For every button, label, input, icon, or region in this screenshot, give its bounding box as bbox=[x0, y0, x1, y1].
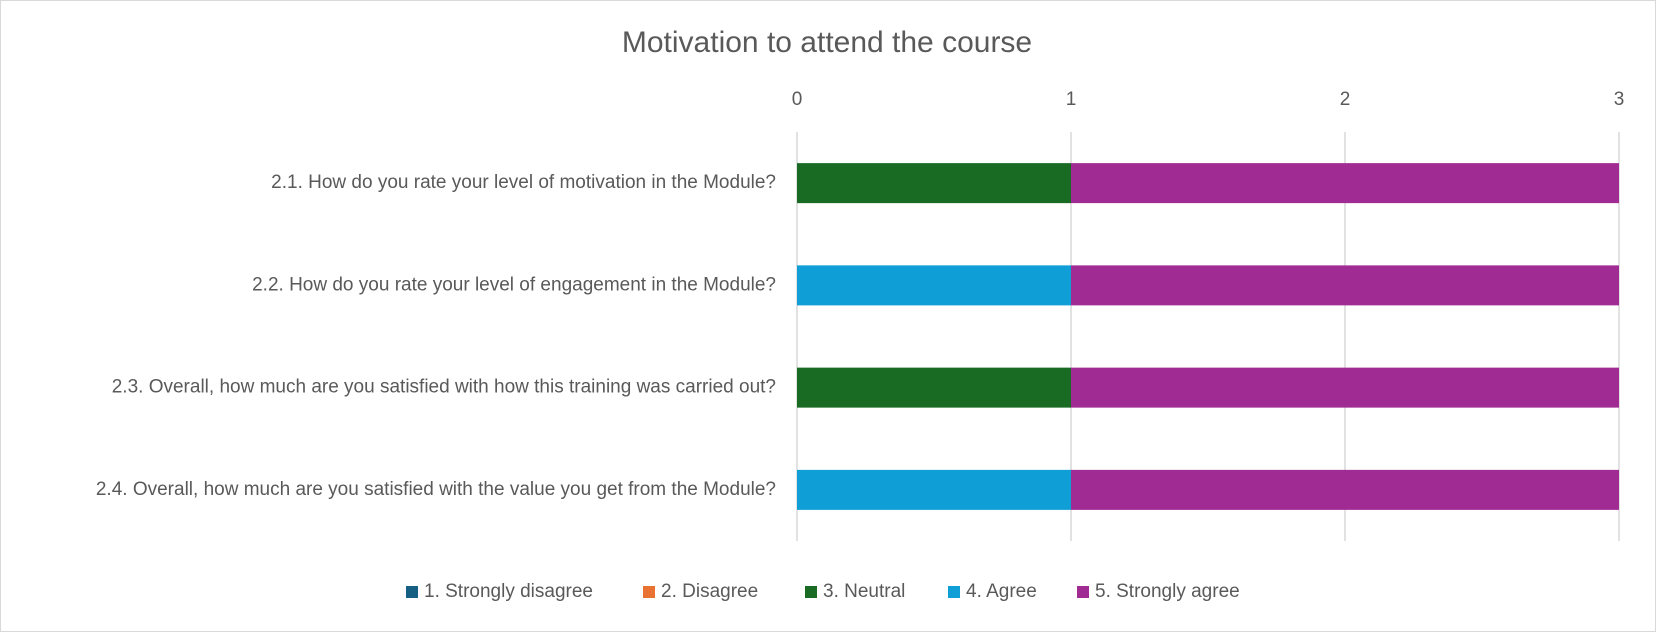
bar-segment bbox=[1071, 265, 1619, 306]
legend-marker bbox=[643, 586, 655, 598]
category-label: 2.4. Overall, how much are you satisfied… bbox=[96, 479, 776, 500]
category-label: 2.2. How do you rate your level of engag… bbox=[252, 274, 776, 295]
legend-marker bbox=[948, 586, 960, 598]
bar-segment bbox=[797, 469, 1071, 510]
x-tick-label: 0 bbox=[792, 89, 803, 110]
category-label: 2.1. How do you rate your level of motiv… bbox=[271, 172, 776, 193]
bar-segment bbox=[1071, 367, 1619, 408]
legend-marker bbox=[406, 586, 418, 598]
bar-segment bbox=[1071, 469, 1619, 510]
x-tick-label: 1 bbox=[1066, 89, 1077, 110]
chart-title: Motivation to attend the course bbox=[622, 26, 1032, 59]
x-tick-label: 3 bbox=[1614, 89, 1625, 110]
bar-segment bbox=[797, 265, 1071, 306]
legend-label: 1. Strongly disagree bbox=[424, 581, 593, 602]
legend-marker bbox=[805, 586, 817, 598]
legend-label: 3. Neutral bbox=[823, 581, 905, 602]
bar-segment bbox=[1071, 163, 1619, 204]
x-tick-label: 2 bbox=[1340, 89, 1351, 110]
legend-label: 5. Strongly agree bbox=[1095, 581, 1240, 602]
bar-segment bbox=[797, 163, 1071, 204]
category-label: 2.3. Overall, how much are you satisfied… bbox=[112, 377, 776, 398]
legend-marker bbox=[1077, 586, 1089, 598]
bar-segment bbox=[797, 367, 1071, 408]
legend-label: 2. Disagree bbox=[661, 581, 758, 602]
legend-label: 4. Agree bbox=[966, 581, 1037, 602]
